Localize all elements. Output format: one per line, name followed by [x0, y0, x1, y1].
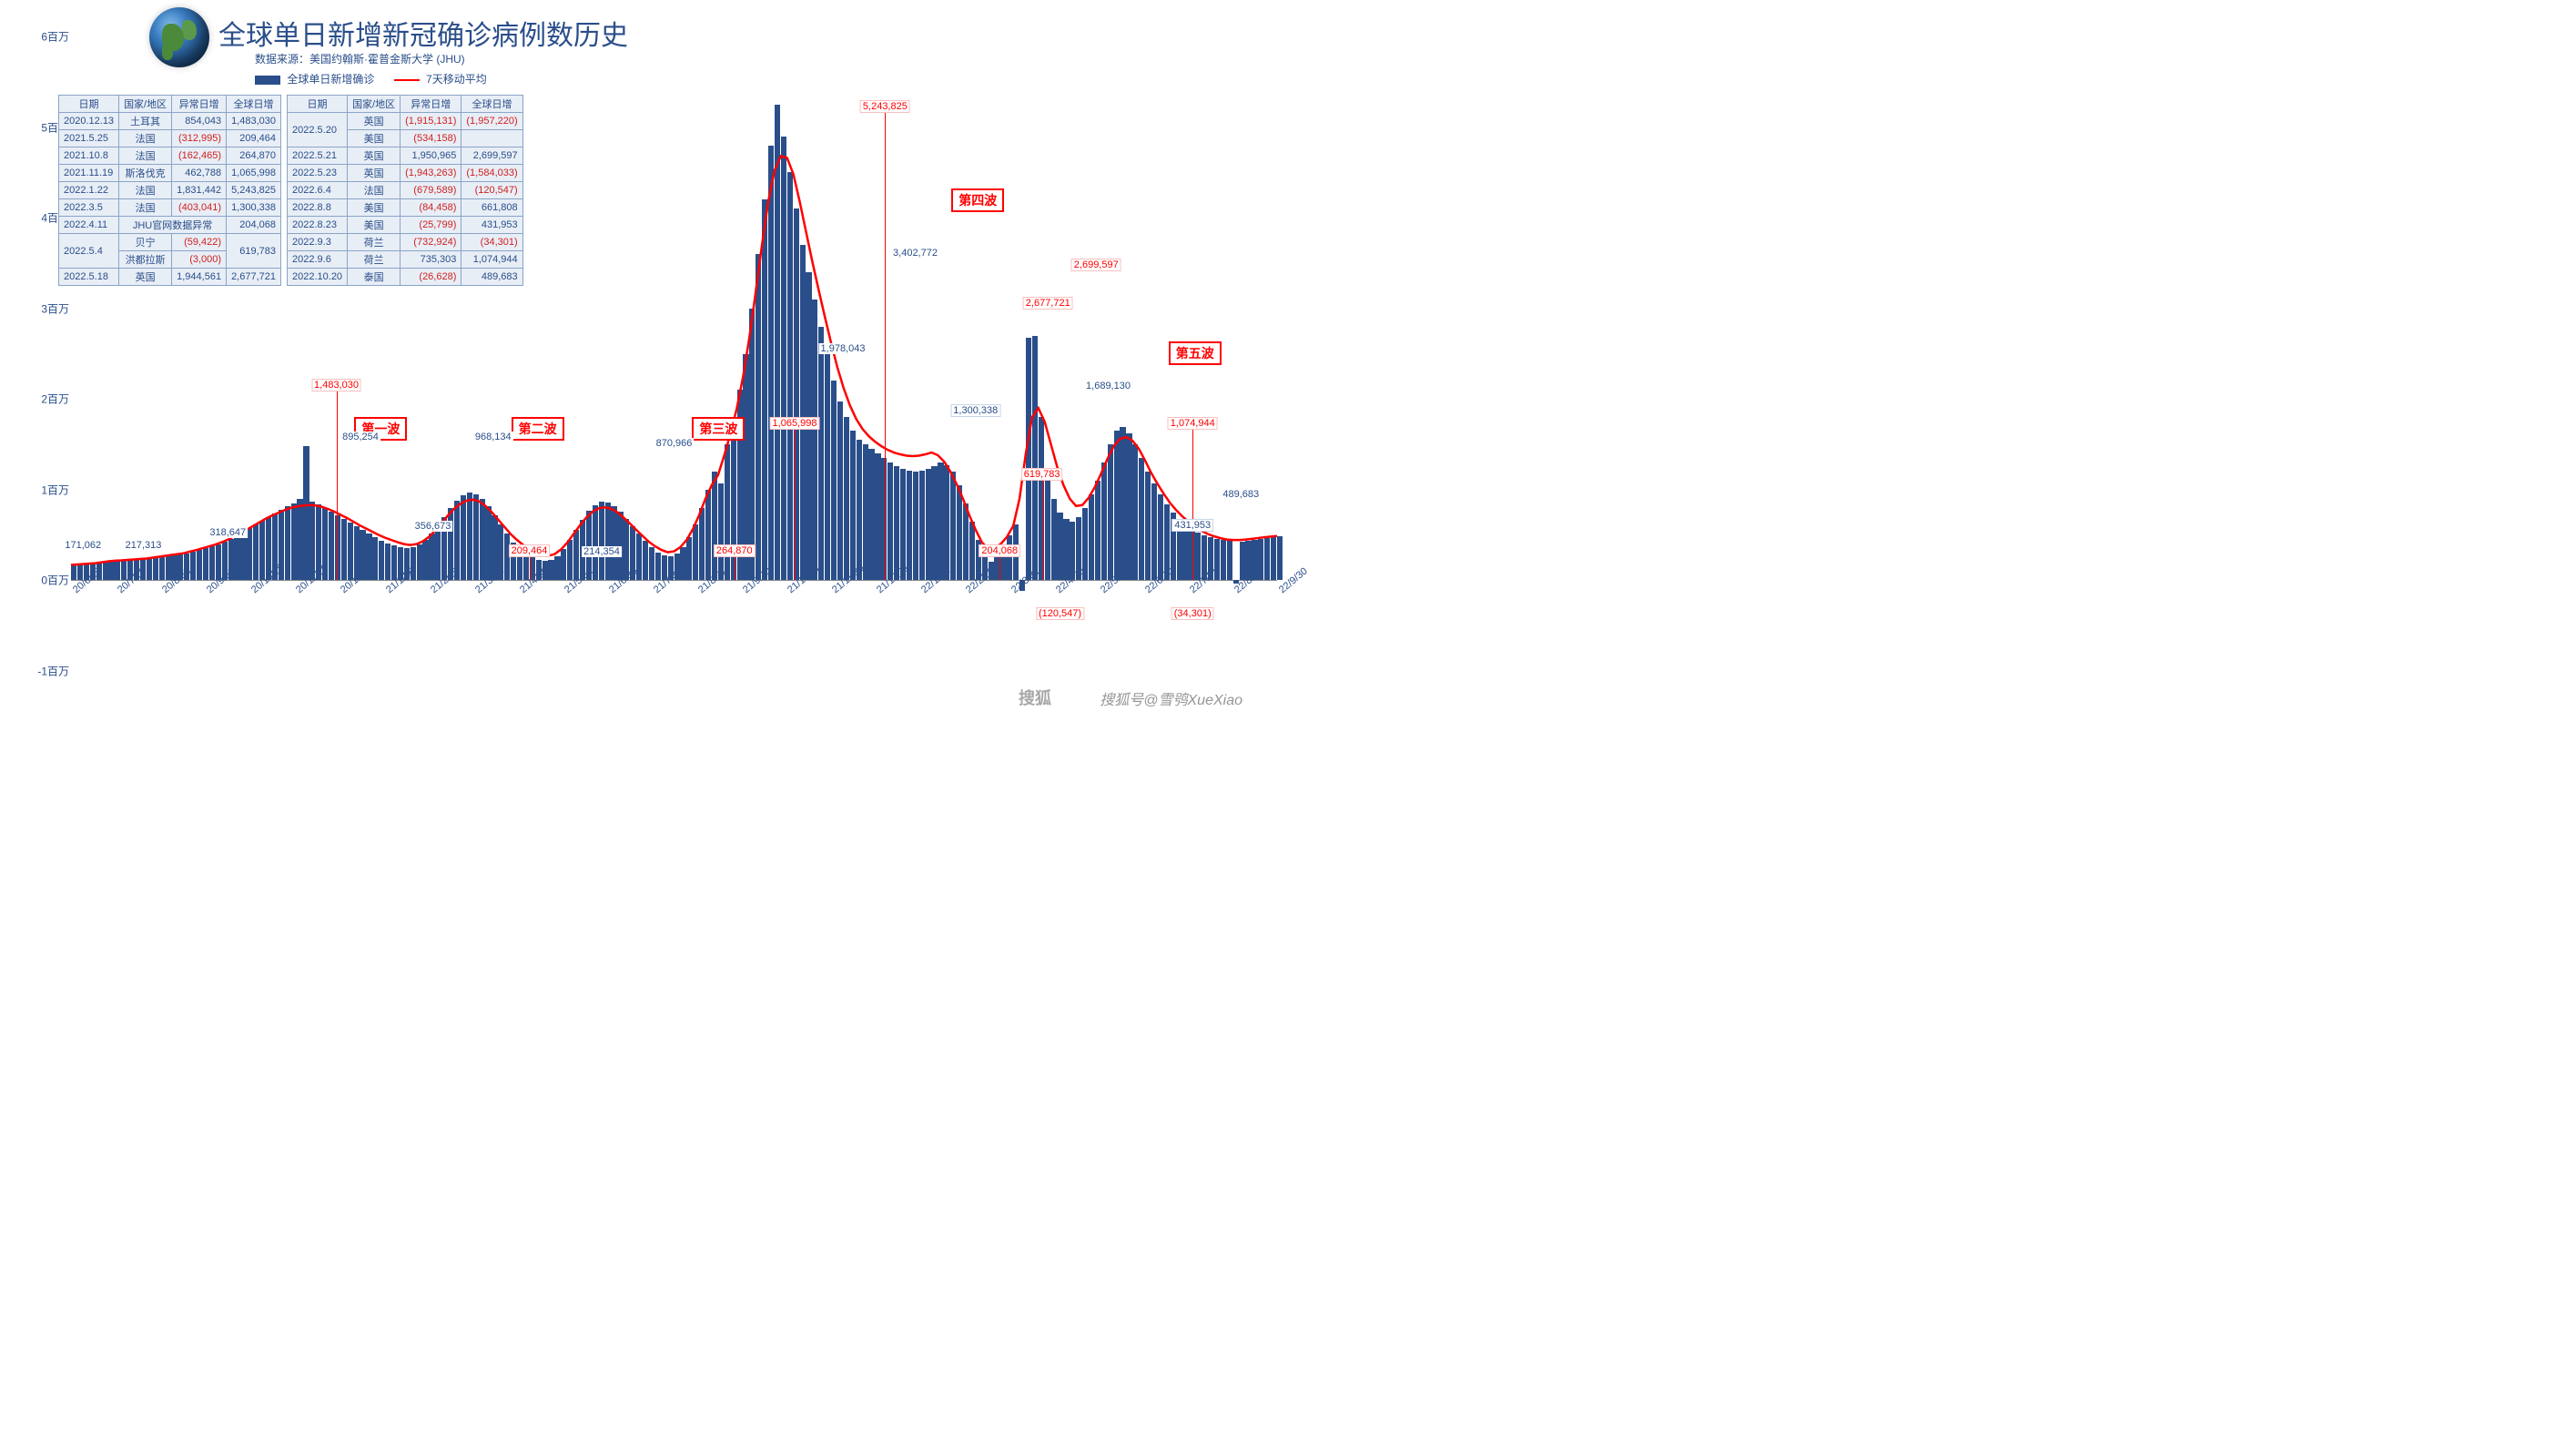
annotation-label: 895,254 — [340, 432, 380, 442]
annotation-label: (120,547) — [1036, 607, 1084, 620]
annotation-label: 1,483,030 — [311, 379, 361, 391]
table-header: 国家/地区 — [348, 96, 401, 113]
table-row: 2021.10.8法国(162,465)264,870 — [59, 147, 281, 165]
table-row: 2022.3.5法国(403,041)1,300,338 — [59, 199, 281, 217]
watermark-logo: 搜狐 — [1019, 686, 1051, 709]
annotation-label: 214,354 — [582, 546, 622, 557]
table-header: 异常日增 — [401, 96, 461, 113]
annotation-label: 489,683 — [1221, 489, 1261, 500]
y-tick-label: 0百万 — [41, 573, 69, 588]
y-tick-label: 3百万 — [41, 300, 69, 316]
annotation-label: 3,402,772 — [891, 248, 939, 259]
table-row: 2020.12.13土耳其854,0431,483,030 — [59, 113, 281, 130]
y-tick-label: 6百万 — [41, 29, 69, 45]
table-row: 2021.11.19斯洛伐克462,7881,065,998 — [59, 165, 281, 182]
table-row: 2022.10.20泰国(26,628)489,683 — [288, 269, 523, 286]
y-tick-label: -1百万 — [37, 664, 69, 679]
annotation-label: (34,301) — [1171, 607, 1214, 620]
annotation-label: 1,978,043 — [819, 343, 867, 354]
wave-label: 第三波 — [692, 417, 745, 441]
wave-label: 第四波 — [951, 188, 1004, 212]
annotation-label: 870,966 — [654, 438, 695, 449]
table-header: 日期 — [59, 96, 119, 113]
annotation-label: 264,870 — [714, 544, 756, 557]
annotation-label: 619,783 — [1021, 468, 1063, 481]
annotation-label: 318,647 — [208, 527, 248, 538]
table-row: 2022.5.20英国(1,915,131)(1,957,220) — [288, 113, 523, 130]
table-row: 2022.1.22法国1,831,4425,243,825 — [59, 182, 281, 199]
table-header: 日期 — [288, 96, 348, 113]
y-tick-label: 2百万 — [41, 391, 69, 407]
table-row: 2022.5.18英国1,944,5612,677,721 — [59, 269, 281, 286]
table-header: 全球日增 — [461, 96, 522, 113]
table-row: 2022.8.23美国(25,799)431,953 — [288, 217, 523, 234]
table-header: 国家/地区 — [119, 96, 172, 113]
table-header: 全球日增 — [227, 96, 281, 113]
table-row: 2022.9.6荷兰735,3031,074,944 — [288, 251, 523, 269]
annotation-label: 2,699,597 — [1071, 259, 1121, 271]
wave-label: 第五波 — [1169, 341, 1222, 365]
annotation-label: 204,068 — [979, 544, 1020, 557]
annotation-label: 171,062 — [63, 540, 103, 551]
wave-label: 第二波 — [512, 417, 564, 441]
annotation-label: 5,243,825 — [860, 100, 910, 113]
table-row: 2022.5.21英国1,950,9652,699,597 — [288, 147, 523, 165]
table-row: 2022.4.11JHU官网数据异常204,068 — [59, 217, 281, 234]
annotation-label: 217,313 — [124, 540, 164, 551]
anomaly-table-left: 日期国家/地区异常日增全球日增2020.12.13土耳其854,0431,483… — [58, 95, 281, 286]
table-row: 2022.8.8美国(84,458)661,808 — [288, 199, 523, 217]
annotation-label: 1,074,944 — [1168, 417, 1218, 430]
table-row: 2022.9.3荷兰(732,924)(34,301) — [288, 234, 523, 251]
anomaly-table-right: 日期国家/地区异常日增全球日增2022.5.20英国(1,915,131)(1,… — [287, 95, 523, 286]
table-row: 2022.5.4贝宁(59,422)619,783 — [59, 234, 281, 251]
watermark-text: 搜狐号@雪鸮XueXiao — [1100, 687, 1242, 709]
annotation-label: 1,689,130 — [1084, 381, 1132, 391]
annotation-label: 968,134 — [473, 432, 513, 442]
annotation-label: 2,677,721 — [1023, 297, 1073, 310]
annotation-label: 431,953 — [1171, 519, 1213, 532]
table-row: 2022.6.4法国(679,589)(120,547) — [288, 182, 523, 199]
table-header: 异常日增 — [172, 96, 227, 113]
y-tick-label: 1百万 — [41, 482, 69, 497]
annotation-label: 209,464 — [509, 544, 551, 557]
table-row: 2021.5.25法国(312,995)209,464 — [59, 130, 281, 147]
table-row: 2022.5.23英国(1,943,263)(1,584,033) — [288, 165, 523, 182]
annotation-label: 1,300,338 — [950, 404, 1000, 417]
annotation-label: 356,673 — [413, 521, 453, 532]
annotation-label: 1,065,998 — [770, 417, 820, 430]
data-tables: 日期国家/地区异常日增全球日增2020.12.13土耳其854,0431,483… — [58, 95, 523, 286]
